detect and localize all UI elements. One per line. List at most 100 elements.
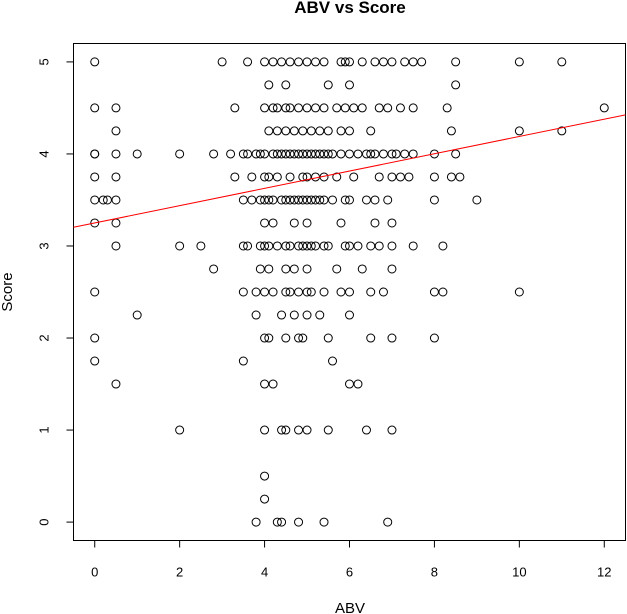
data-point <box>281 103 291 113</box>
data-point <box>281 126 291 136</box>
data-point <box>408 57 418 67</box>
data-point <box>408 241 418 251</box>
data-point <box>111 103 121 113</box>
data-point <box>247 172 257 182</box>
data-point <box>599 103 609 113</box>
data-point <box>383 103 393 113</box>
data-point <box>353 149 363 159</box>
data-point <box>400 57 410 67</box>
data-point <box>361 425 371 435</box>
data-point <box>417 57 427 67</box>
data-point <box>319 287 329 297</box>
data-point <box>306 126 316 136</box>
data-point <box>374 172 384 182</box>
data-point <box>260 241 270 251</box>
x-tick-label: 4 <box>261 565 268 580</box>
data-point <box>277 310 287 320</box>
data-point <box>319 57 329 67</box>
data-point <box>90 103 100 113</box>
data-point <box>111 241 121 251</box>
data-point <box>268 103 278 113</box>
data-point <box>175 425 185 435</box>
data-point <box>294 425 304 435</box>
data-point <box>243 57 253 67</box>
data-point <box>298 126 308 136</box>
data-point <box>306 287 316 297</box>
chart-title: ABV vs Score <box>294 0 406 17</box>
data-point <box>332 103 342 113</box>
data-point <box>319 517 329 527</box>
data-point <box>455 172 465 182</box>
data-point <box>289 218 299 228</box>
data-point <box>264 80 274 90</box>
data-point <box>366 149 376 159</box>
data-point <box>429 149 439 159</box>
data-point <box>328 195 338 205</box>
data-point <box>90 195 100 205</box>
data-point <box>429 287 439 297</box>
data-point <box>247 195 257 205</box>
x-tick-label: 0 <box>91 565 98 580</box>
data-point <box>272 172 282 182</box>
data-point <box>260 471 270 481</box>
data-point <box>268 287 278 297</box>
data-point <box>132 149 142 159</box>
data-point <box>383 517 393 527</box>
data-point <box>387 264 397 274</box>
data-point <box>514 287 524 297</box>
data-point <box>345 80 354 90</box>
data-point <box>340 103 350 113</box>
data-point <box>378 149 388 159</box>
data-point <box>260 57 270 67</box>
data-point <box>175 241 185 251</box>
plot-frame <box>73 43 626 541</box>
data-point <box>557 126 567 136</box>
data-point <box>442 103 452 113</box>
data-point <box>285 57 295 67</box>
data-point <box>323 126 333 136</box>
data-point <box>345 310 354 320</box>
data-point <box>255 264 265 274</box>
data-point <box>311 57 321 67</box>
data-point <box>111 126 121 136</box>
data-point <box>255 149 265 159</box>
data-point <box>336 149 346 159</box>
data-point <box>217 57 227 67</box>
data-point <box>294 517 304 527</box>
data-point <box>294 333 304 343</box>
data-point <box>353 379 363 389</box>
data-point <box>90 149 100 159</box>
data-point <box>383 195 393 205</box>
data-point <box>370 57 380 67</box>
y-tick-label: 2 <box>37 334 52 341</box>
data-point <box>260 379 270 389</box>
x-tick-label: 8 <box>431 565 438 580</box>
data-point <box>357 103 367 113</box>
data-point <box>238 356 248 366</box>
data-point <box>319 103 329 113</box>
data-point <box>378 57 388 67</box>
data-point <box>132 310 142 320</box>
data-point <box>289 310 299 320</box>
data-point <box>345 126 354 136</box>
y-axis: 0 1 2 3 4 5 <box>37 58 74 526</box>
data-point <box>451 149 461 159</box>
data-point <box>345 379 354 389</box>
data-point <box>175 149 185 159</box>
data-point <box>336 287 346 297</box>
data-points <box>90 57 609 527</box>
y-tick-label: 4 <box>37 150 52 157</box>
data-point <box>302 103 312 113</box>
data-point <box>226 149 236 159</box>
data-point <box>387 425 397 435</box>
data-point <box>260 103 270 113</box>
data-point <box>111 195 121 205</box>
data-point <box>196 241 206 251</box>
data-point <box>514 126 524 136</box>
data-point <box>260 333 270 343</box>
x-tick-label: 10 <box>512 565 526 580</box>
data-point <box>285 172 295 182</box>
data-point <box>281 80 291 90</box>
data-point <box>277 517 287 527</box>
data-point <box>268 218 278 228</box>
